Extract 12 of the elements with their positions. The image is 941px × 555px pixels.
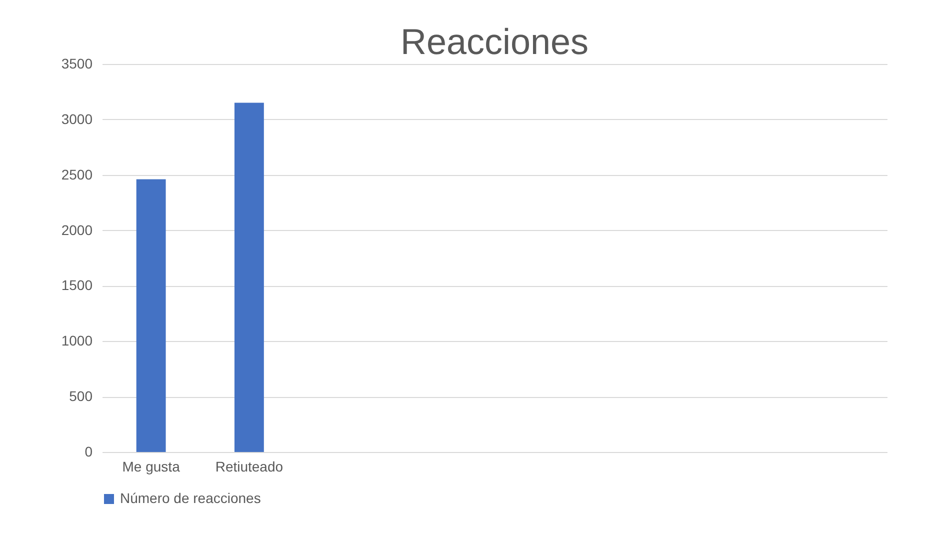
y-tick-label: 1000 <box>61 332 93 349</box>
chart-title: Reacciones <box>400 21 589 62</box>
y-tick-label: 2500 <box>61 166 93 182</box>
y-tick-label: 0 <box>84 444 93 460</box>
legend-label: Número de reacciones <box>120 490 261 506</box>
y-tick-label: 2000 <box>61 222 93 238</box>
y-tick-label: 500 <box>69 388 93 404</box>
y-tick-label: 3500 <box>61 56 93 72</box>
x-tick-label: Retiuteado <box>215 458 284 474</box>
y-tick-label: 1500 <box>61 277 93 294</box>
y-tick-label: 3000 <box>61 110 93 127</box>
x-tick-label: Me gusta <box>122 458 180 474</box>
